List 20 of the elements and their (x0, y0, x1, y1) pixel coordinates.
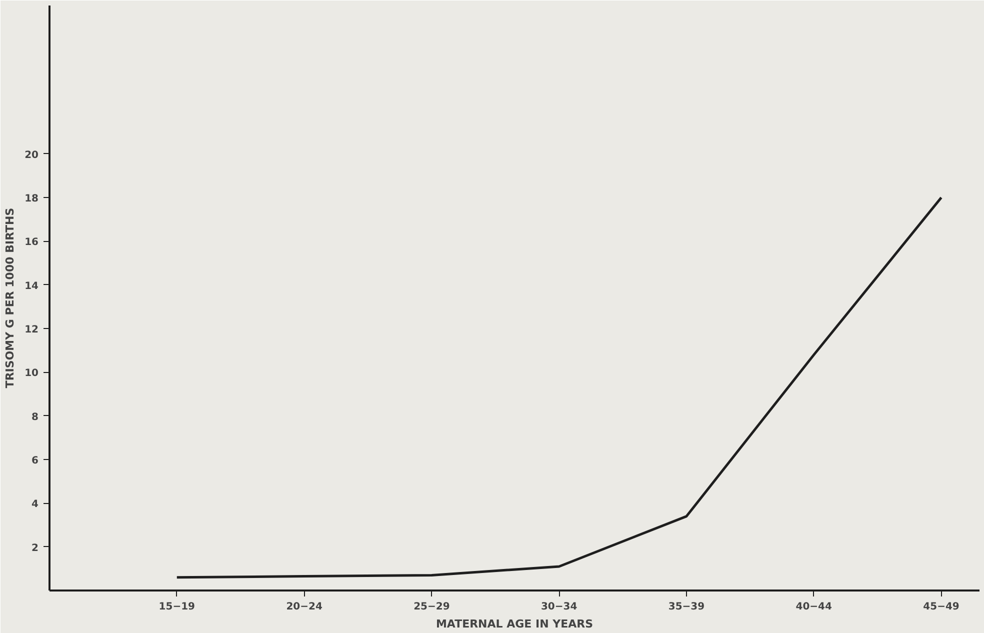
y-tick-label: 4 (32, 499, 39, 510)
x-tick-label: 35−39 (668, 602, 705, 612)
y-tick-label: 16 (24, 237, 39, 248)
y-tick-label: 6 (32, 456, 39, 467)
x-tick-label: 30−34 (540, 602, 578, 612)
y-tick-label: 10 (24, 368, 39, 380)
y-tick-label: 14 (24, 280, 39, 292)
y-tick-label: 12 (24, 324, 39, 336)
x-tick-label: 20−24 (286, 602, 322, 612)
y-tick-label: 20 (24, 150, 39, 161)
line-series (176, 196, 943, 579)
x-axis-title: MATERNAL AGE IN YEARS (436, 618, 594, 630)
y-axis-title: TRISOMY G PER 1000 BIRTHS (4, 208, 17, 388)
x-tick-label: 15−19 (158, 602, 196, 612)
x-tick-label: 45−49 (923, 602, 960, 612)
y-tick-label: 2 (32, 542, 39, 554)
x-tick-label: 40−44 (796, 602, 832, 612)
x-tick-label: 25−29 (414, 602, 450, 612)
y-tick-label: 18 (24, 194, 39, 205)
y-tick-label: 8 (32, 412, 39, 423)
